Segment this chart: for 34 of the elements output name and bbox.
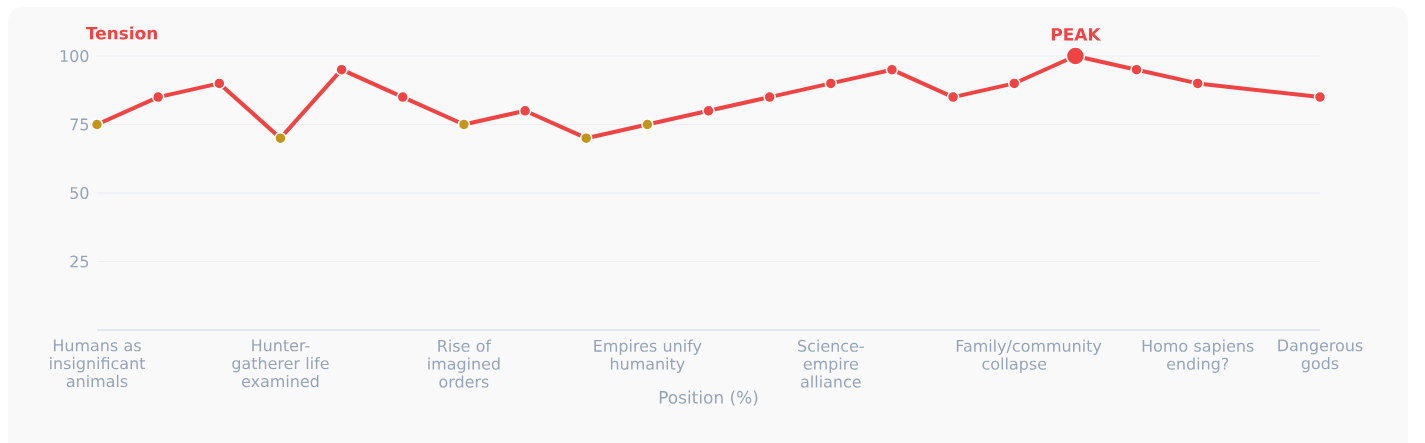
point: [151, 90, 165, 104]
x-tick-label: Homo sapiens ending?: [1142, 339, 1254, 373]
point: [579, 131, 593, 145]
point: [518, 104, 532, 118]
x-tick-label: Science-empire alliance: [798, 339, 864, 388]
y-tick-label: 25: [70, 255, 89, 268]
x-tick-label: Hunter-gatherer life examined: [232, 339, 329, 388]
y-tick-label: 50: [70, 186, 89, 200]
point: [1313, 90, 1327, 104]
x-axis-title: Position (%): [659, 390, 758, 406]
point: [1191, 77, 1204, 90]
y-tick-label: 75: [70, 118, 89, 131]
x-tick-label: Rise of imagined orders: [428, 339, 500, 388]
point: [763, 90, 776, 104]
x-tick-label: Dangerous gods: [1278, 339, 1363, 373]
point: [1130, 63, 1143, 76]
point: [885, 63, 899, 76]
point: [824, 77, 838, 90]
x-tick-label: Empires unify humanity: [594, 339, 702, 373]
point: [213, 77, 226, 90]
y-axis-title: Tension: [85, 26, 157, 40]
point: [335, 63, 348, 76]
point: [1008, 77, 1021, 90]
text: PEAK: [1051, 28, 1102, 41]
point: [396, 90, 409, 104]
point: [457, 118, 471, 131]
y-tick-label: 100: [60, 49, 89, 63]
point: [702, 104, 715, 118]
x-tick-label: Family/community collapse: [956, 339, 1102, 373]
point: [946, 90, 960, 104]
x-tick-label: Humans as insignificant animals: [50, 339, 146, 388]
point: [641, 118, 654, 131]
point: [90, 118, 104, 131]
point: [274, 131, 287, 145]
